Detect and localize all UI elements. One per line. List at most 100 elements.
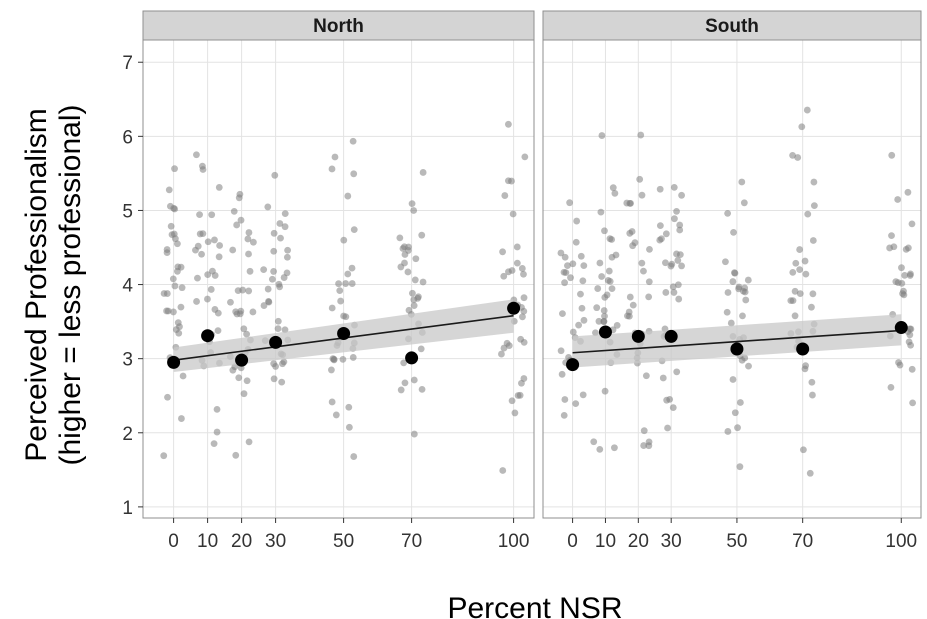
raw-point bbox=[808, 303, 815, 311]
raw-point bbox=[671, 215, 678, 223]
y-tick-label: 4 bbox=[122, 276, 133, 297]
mean-point bbox=[730, 342, 744, 356]
raw-point bbox=[656, 236, 664, 244]
raw-point bbox=[275, 280, 283, 288]
mean-point bbox=[796, 342, 810, 356]
raw-point bbox=[787, 297, 795, 305]
raw-point bbox=[594, 285, 602, 292]
raw-point bbox=[397, 386, 405, 394]
raw-point bbox=[281, 223, 289, 231]
raw-point bbox=[640, 427, 648, 435]
raw-point bbox=[637, 131, 645, 139]
raw-point bbox=[796, 246, 804, 253]
raw-point bbox=[505, 342, 513, 350]
raw-point bbox=[500, 272, 508, 280]
raw-point bbox=[809, 290, 817, 298]
raw-point bbox=[210, 440, 218, 448]
raw-point bbox=[339, 355, 347, 363]
raw-point bbox=[328, 398, 336, 406]
raw-point bbox=[666, 396, 674, 403]
raw-point bbox=[724, 428, 732, 435]
raw-point bbox=[208, 211, 216, 219]
raw-point bbox=[673, 368, 681, 376]
raw-point bbox=[745, 362, 752, 370]
raw-point bbox=[227, 298, 234, 306]
mean-point bbox=[598, 325, 612, 339]
raw-point bbox=[567, 274, 574, 282]
raw-point bbox=[233, 221, 241, 229]
raw-point bbox=[332, 411, 340, 419]
raw-point bbox=[229, 246, 237, 254]
panel-south: South 0 10 20 30 50 70 100 bbox=[542, 10, 922, 552]
y-tick-label: 6 bbox=[122, 127, 133, 148]
raw-point bbox=[345, 423, 353, 431]
raw-point bbox=[678, 262, 685, 270]
raw-point bbox=[674, 281, 682, 289]
raw-point bbox=[638, 191, 646, 199]
raw-point bbox=[600, 317, 608, 325]
raw-point bbox=[284, 246, 292, 254]
y-tick-label: 2 bbox=[122, 424, 133, 445]
raw-point bbox=[605, 267, 613, 275]
raw-point bbox=[662, 259, 669, 267]
raw-point bbox=[240, 390, 248, 398]
raw-point bbox=[577, 252, 585, 260]
raw-point bbox=[412, 255, 420, 263]
raw-point bbox=[569, 260, 577, 268]
raw-point bbox=[230, 207, 238, 215]
raw-point bbox=[174, 267, 181, 275]
raw-point bbox=[204, 295, 211, 303]
x-tick-label: 20 bbox=[628, 531, 649, 552]
raw-point bbox=[498, 350, 505, 358]
raw-point bbox=[799, 446, 807, 454]
raw-point bbox=[596, 445, 604, 453]
raw-point bbox=[798, 123, 806, 131]
raw-point bbox=[888, 151, 896, 159]
facet-label: South bbox=[705, 16, 759, 37]
raw-point bbox=[418, 385, 426, 393]
raw-point bbox=[908, 365, 916, 373]
raw-point bbox=[270, 247, 278, 255]
raw-point bbox=[283, 269, 291, 277]
raw-point bbox=[396, 234, 404, 242]
raw-point bbox=[907, 325, 915, 333]
raw-point bbox=[232, 308, 240, 316]
y-tick-label: 7 bbox=[122, 53, 133, 74]
raw-point bbox=[410, 302, 418, 310]
raw-point bbox=[803, 106, 811, 114]
raw-point bbox=[904, 188, 912, 196]
raw-point bbox=[216, 242, 224, 249]
raw-point bbox=[509, 210, 517, 218]
raw-point bbox=[601, 387, 609, 395]
raw-point bbox=[731, 409, 739, 417]
x-tick-label: 50 bbox=[726, 531, 747, 552]
raw-point bbox=[342, 313, 350, 321]
x-tick-label: 30 bbox=[661, 531, 682, 552]
raw-point bbox=[802, 270, 810, 278]
raw-point bbox=[735, 285, 743, 293]
raw-point bbox=[676, 226, 684, 234]
raw-point bbox=[408, 200, 416, 208]
raw-point bbox=[626, 293, 634, 301]
raw-point bbox=[171, 205, 179, 213]
raw-point bbox=[908, 220, 916, 228]
raw-point bbox=[724, 289, 732, 296]
raw-point bbox=[245, 250, 252, 258]
raw-point bbox=[337, 297, 345, 305]
raw-point bbox=[640, 442, 648, 449]
facet-strip bbox=[142, 10, 535, 41]
raw-point bbox=[572, 238, 580, 246]
raw-point bbox=[260, 302, 268, 309]
mean-point bbox=[167, 355, 181, 369]
raw-point bbox=[204, 238, 212, 246]
raw-point bbox=[245, 229, 253, 236]
mean-point bbox=[201, 329, 215, 343]
raw-point bbox=[260, 266, 268, 274]
raw-point bbox=[171, 165, 178, 173]
raw-point bbox=[211, 306, 219, 313]
raw-point bbox=[901, 271, 909, 279]
raw-point bbox=[270, 268, 278, 275]
raw-point bbox=[278, 378, 286, 386]
raw-point bbox=[887, 383, 895, 391]
